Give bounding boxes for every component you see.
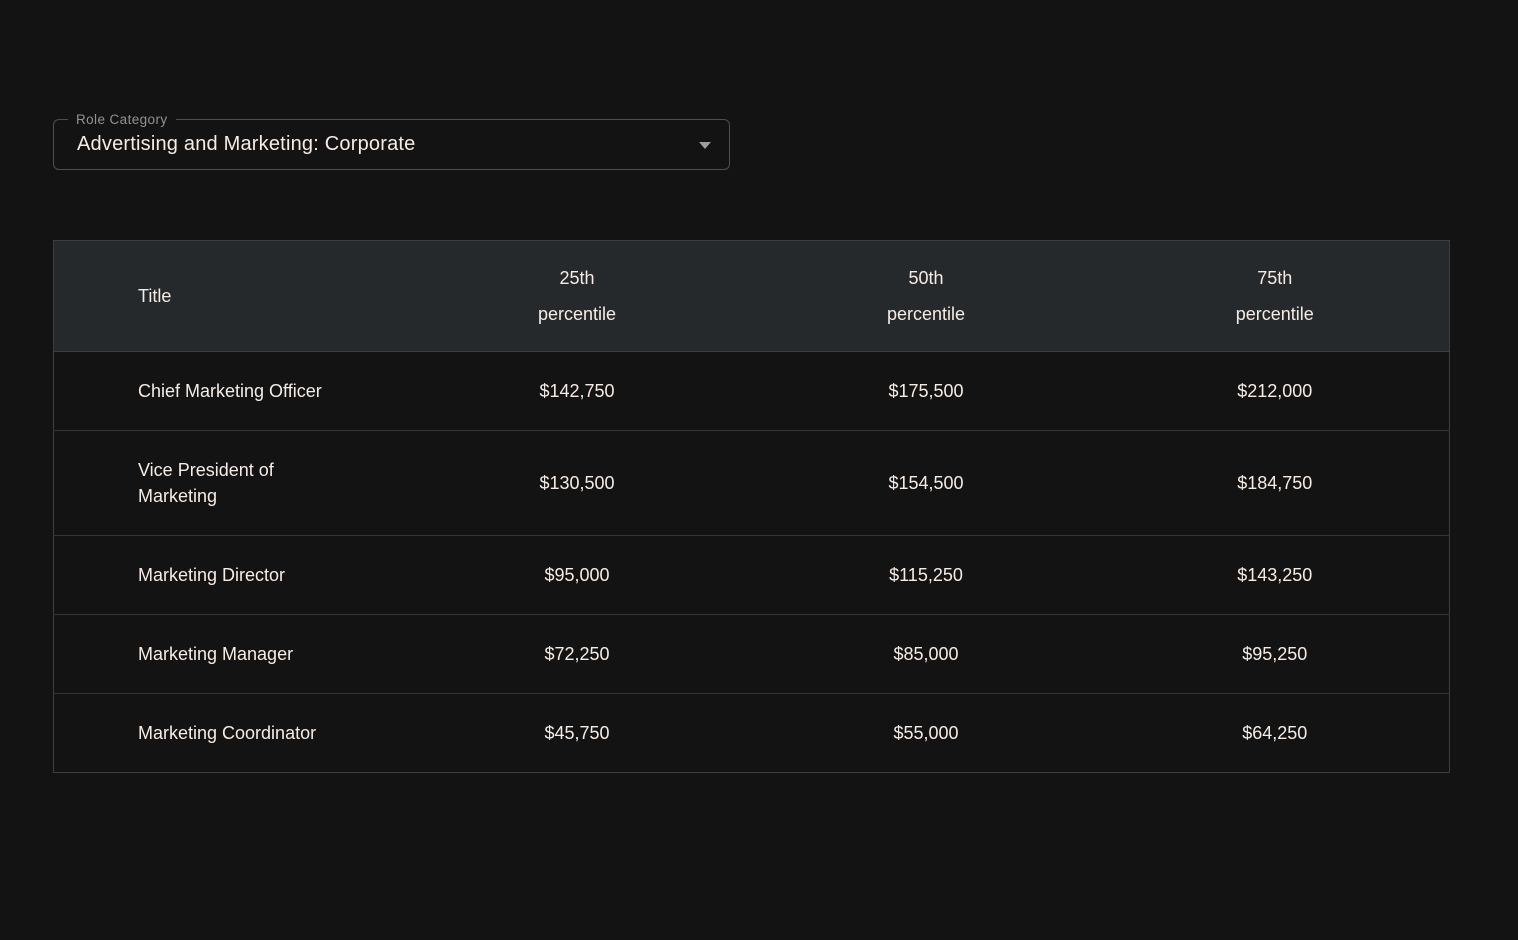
title-cell: Marketing Coordinator (138, 723, 317, 743)
p25-cell: $142,750 (402, 351, 752, 431)
role-category-label: Role Category (68, 111, 176, 128)
p75-cell: $212,000 (1100, 351, 1450, 431)
role-category-select[interactable]: Role Category Advertising and Marketing:… (53, 111, 730, 170)
table-row: Vice President of Marketing $130,500 $15… (53, 430, 1450, 536)
p75-cell: $95,250 (1100, 614, 1450, 694)
title-cell: Marketing Manager (53, 614, 403, 694)
salary-table-container: Title 25th percentile 50th percentile 75… (53, 240, 1450, 773)
column-header-75th-percentile: 75th percentile (1100, 240, 1450, 352)
table-row: Marketing Director $95,000 $115,250 $143… (53, 535, 1450, 615)
title-cell: Chief Marketing Officer (53, 351, 403, 431)
p25-cell: $72,250 (402, 614, 752, 694)
p50-cell: $55,000 (893, 723, 959, 743)
p75-cell: $64,250 (1242, 723, 1308, 743)
title-cell: Vice President of Marketing (53, 430, 403, 536)
table-row: Chief Marketing Officer $142,750 $175,50… (53, 351, 1450, 431)
column-header-25th-percentile: 25th percentile (402, 240, 752, 352)
p25-cell: $45,750 (544, 723, 610, 743)
p50-cell: $115,250 (751, 535, 1101, 615)
p25-cell: $130,500 (402, 430, 752, 536)
header-row: Title 25th percentile 50th percentile 75… (53, 240, 1450, 352)
p25-cell: $95,000 (402, 535, 752, 615)
p50-cell: $154,500 (751, 430, 1101, 536)
salary-table: Title 25th percentile 50th percentile 75… (53, 240, 1450, 773)
title-cell: Marketing Director (53, 535, 403, 615)
p50-cell: $175,500 (751, 351, 1101, 431)
p75-cell: $143,250 (1100, 535, 1450, 615)
role-category-value: Advertising and Marketing: Corporate (77, 133, 416, 155)
p50-cell: $85,000 (751, 614, 1101, 694)
dropdown-arrow-icon (699, 141, 711, 149)
column-header-title: Title (53, 240, 403, 352)
column-header-50th-percentile: 50th percentile (751, 240, 1101, 352)
table-row: Marketing Manager $72,250 $85,000 $95,25… (53, 614, 1450, 694)
table-row: Marketing Coordinator $45,750 $55,000 $6… (54, 694, 1450, 773)
p75-cell: $184,750 (1100, 430, 1450, 536)
